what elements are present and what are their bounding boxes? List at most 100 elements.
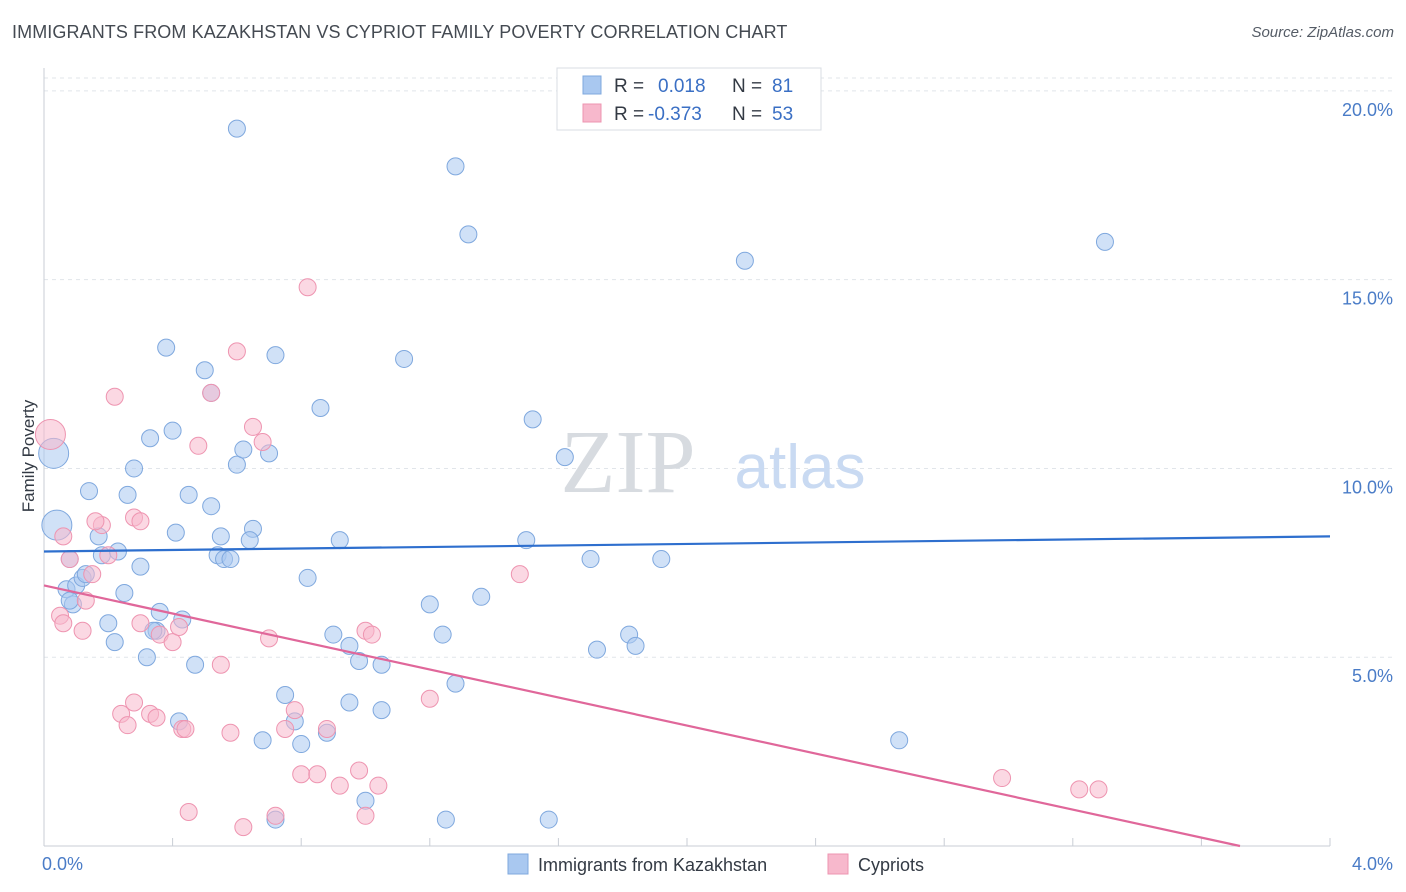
kazakhstan-point-74: [890, 731, 909, 750]
kazakhstan-point-7: [60, 591, 79, 610]
cypriots-point-35: [356, 806, 375, 825]
cypriots-point-1: [54, 527, 73, 546]
cypriots-point-16: [170, 618, 189, 637]
kazakhstan-point-56: [1095, 232, 1114, 251]
kazakhstan-point-17: [157, 338, 176, 357]
kazakhstan-point-62: [105, 633, 124, 652]
cypriots-point-50: [1089, 780, 1108, 799]
bottom-legend-swatch-kazakhstan: [507, 853, 529, 875]
kazakhstan-point-51: [652, 550, 671, 569]
cypriots-point-24: [276, 719, 295, 738]
legend-r-value-1: 0.018: [658, 76, 706, 97]
kazakhstan-point-40: [420, 595, 439, 614]
bottom-legend-swatch-cypriots: [827, 853, 849, 875]
cypriots-point-40: [147, 708, 166, 727]
cypriots-point-25: [285, 701, 304, 720]
grid-lines: [44, 77, 1392, 658]
cypriots-point-52: [176, 719, 195, 738]
cypriots-point-44: [266, 806, 285, 825]
legend-r-value-2: -0.373: [648, 104, 702, 125]
cypriots-point-33: [362, 625, 381, 644]
kazakhstan-point-65: [179, 485, 198, 504]
cypriots-point-26: [292, 765, 311, 784]
watermark-atlas: atlas: [735, 433, 866, 502]
kazakhstan-point-11: [118, 485, 137, 504]
kazakhstan-point-58: [436, 810, 455, 829]
kazakhstan-point-14: [137, 648, 156, 667]
cypriots-point-10: [105, 387, 124, 406]
cypriots-point-19: [211, 655, 230, 674]
kazakhstan-point-18: [166, 523, 185, 542]
cypriots-point-37: [118, 716, 137, 735]
cypriots-point-5: [73, 621, 92, 640]
watermark: ZIP atlas: [561, 413, 866, 512]
kazakhstan-point-16: [141, 429, 160, 448]
y-tick-labels: 5.0% 10.0% 15.0% 20.0%: [1342, 100, 1393, 686]
y-axis-label: Family Poverty: [19, 399, 38, 512]
legend-r-label-2: R =: [614, 104, 644, 125]
legend-swatch-blue: [582, 75, 602, 95]
kazakhstan-point-54: [459, 225, 478, 244]
cypriots-point-28: [308, 765, 327, 784]
series-legend: Immigrants from Kazakhstan Cypriots: [507, 853, 924, 875]
x-tick-labels: 0.0% 4.0%: [42, 854, 1393, 874]
kazakhstan-point-21: [202, 497, 221, 516]
kazakhstan-point-30: [276, 685, 295, 704]
kazakhstan-trend-line: [43, 535, 1331, 553]
kazakhstan-point-22: [211, 527, 230, 546]
kazakhstan-point-61: [99, 614, 118, 633]
kazakhstan-point-55: [735, 251, 754, 270]
cypriots-point-20: [227, 342, 246, 361]
cypriots-point-21: [243, 417, 262, 436]
cypriots-point-45: [179, 803, 198, 822]
series-cypriots-points: [34, 278, 1108, 837]
cypriots-point-38: [125, 693, 144, 712]
kazakhstan-point-26: [234, 440, 253, 459]
kazakhstan-point-33: [311, 399, 330, 418]
cypriots-point-46: [420, 689, 439, 708]
kazakhstan-point-53: [446, 157, 465, 176]
kazakhstan-point-28: [253, 731, 272, 750]
kazakhstan-point-37: [350, 651, 369, 670]
kazakhstan-point-46: [555, 448, 574, 467]
legend-n-value-1: 81: [772, 76, 793, 97]
kazakhstan-point-29: [266, 346, 285, 365]
cypriots-point-47: [510, 565, 529, 584]
chart-source: Source: ZipAtlas.com: [1251, 24, 1394, 41]
kazakhstan-point-41: [433, 625, 452, 644]
kazakhstan-point-25: [227, 455, 246, 474]
cypriots-point-34: [369, 776, 388, 795]
chart-title: IMMIGRANTS FROM KAZAKHSTAN VS CYPRIOT FA…: [12, 22, 788, 42]
legend-r-label-1: R =: [614, 76, 644, 97]
cypriots-point-4: [54, 614, 73, 633]
bottom-legend-label-kazakhstan: Immigrants from Kazakhstan: [538, 855, 767, 875]
cypriots-point-31: [350, 761, 369, 780]
cypriots-point-13: [131, 614, 150, 633]
y-tick-label-1: 10.0%: [1342, 477, 1393, 497]
kazakhstan-point-42: [446, 674, 465, 693]
cypriots-point-51: [86, 512, 105, 531]
kazakhstan-point-35: [324, 625, 343, 644]
cypriots-point-48: [993, 769, 1012, 788]
legend-swatch-pink: [582, 103, 602, 123]
cypriots-point-30: [330, 776, 349, 795]
kazakhstan-point-39: [395, 349, 414, 368]
kazakhstan-point-12: [125, 459, 144, 478]
stats-legend: R = 0.018 N = 81 R = -0.373 N = 53: [556, 67, 822, 131]
cypriots-point-43: [234, 818, 253, 837]
y-tick-label-0: 5.0%: [1352, 666, 1393, 686]
kazakhstan-point-72: [356, 791, 375, 810]
cypriots-point-49: [1070, 780, 1089, 799]
y-tick-label-3: 20.0%: [1342, 100, 1393, 120]
kazakhstan-point-47: [581, 550, 600, 569]
kazakhstan-point-80: [330, 531, 349, 550]
bottom-legend-label-cypriots: Cypriots: [858, 855, 924, 875]
kazakhstan-point-20: [195, 361, 214, 380]
kazakhstan-point-71: [372, 701, 391, 720]
kazakhstan-point-45: [517, 531, 536, 550]
kazakhstan-point-32: [298, 568, 317, 587]
kazakhstan-point-44: [523, 410, 542, 429]
legend-n-label-2: N =: [732, 104, 762, 125]
kazakhstan-point-10: [115, 584, 134, 603]
